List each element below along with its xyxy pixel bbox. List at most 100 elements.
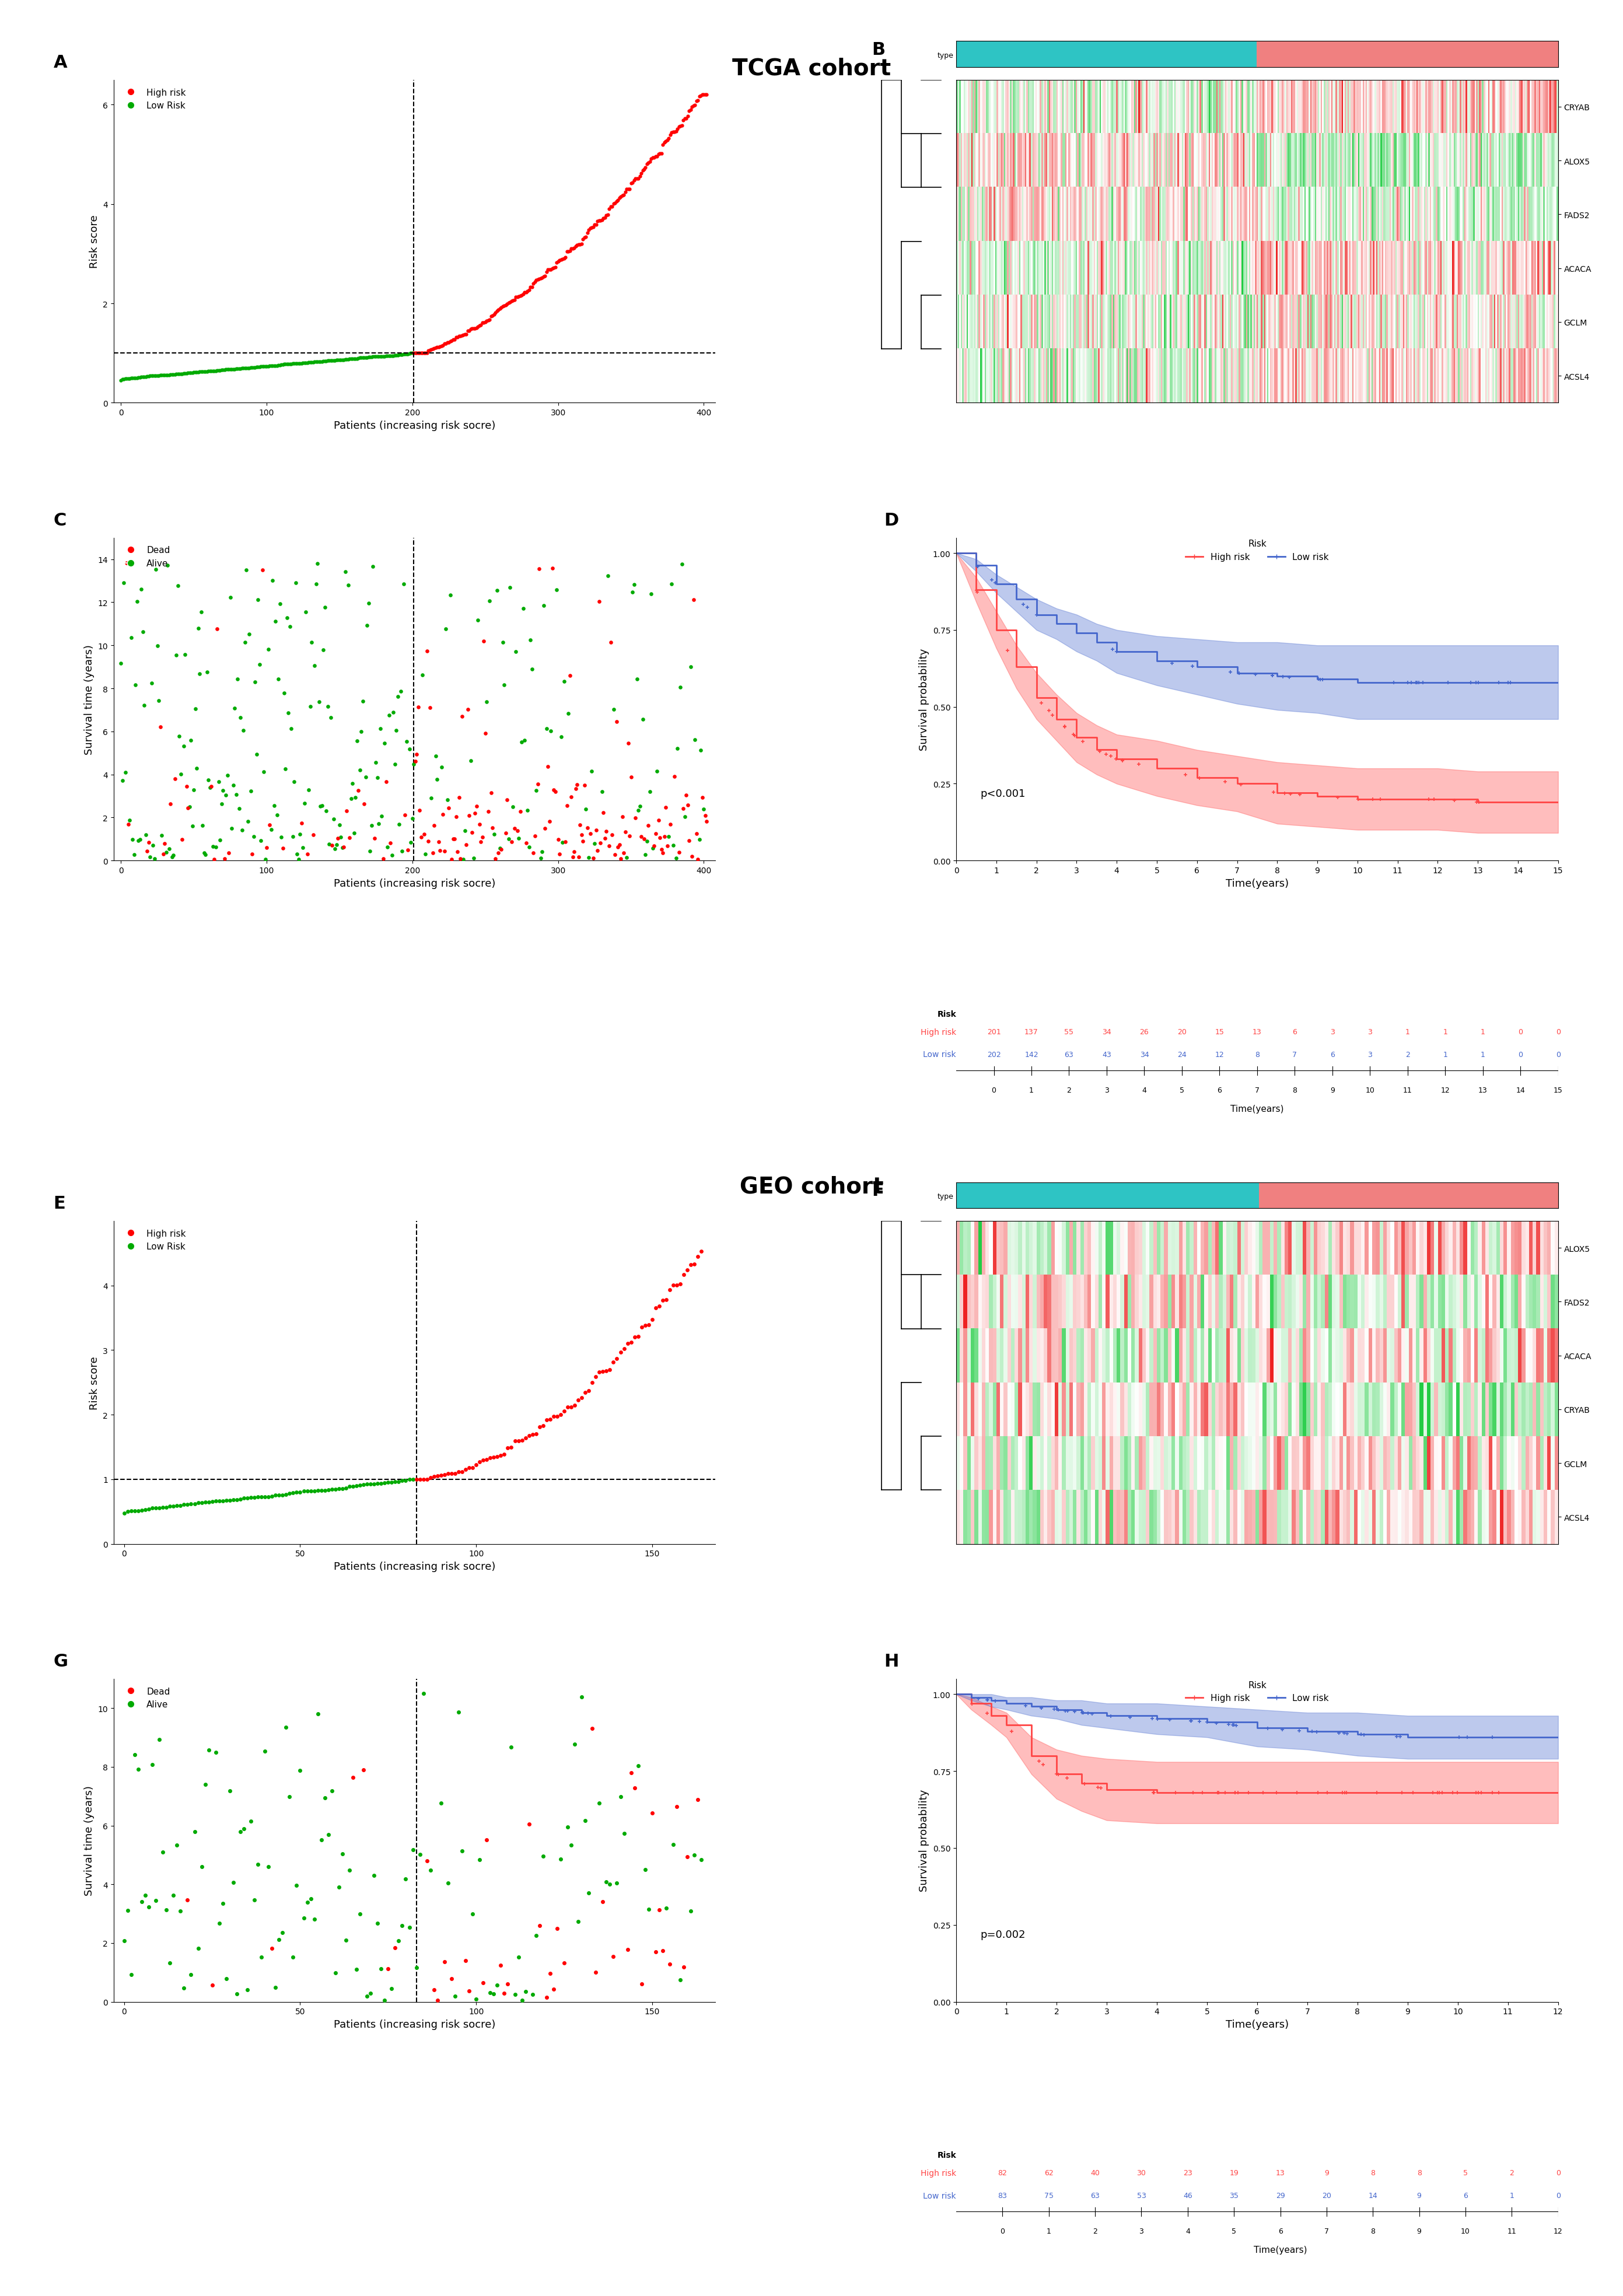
Alive bbox=[573, 790, 599, 827]
Point bbox=[682, 1247, 708, 1283]
Point bbox=[471, 1442, 497, 1479]
Point bbox=[485, 292, 511, 328]
Alive bbox=[308, 788, 334, 824]
Point bbox=[597, 188, 623, 225]
Dead bbox=[453, 827, 479, 863]
Alive bbox=[164, 636, 190, 673]
Dead bbox=[151, 836, 177, 872]
Point bbox=[420, 331, 446, 367]
Alive bbox=[463, 1981, 489, 2018]
Text: p<0.001: p<0.001 bbox=[980, 788, 1026, 799]
Dead bbox=[403, 744, 428, 781]
Point bbox=[678, 92, 704, 129]
Point bbox=[664, 1267, 690, 1304]
Point bbox=[219, 351, 245, 388]
Point bbox=[344, 340, 370, 377]
X-axis label: Patients (increasing risk socre): Patients (increasing risk socre) bbox=[334, 1561, 495, 1570]
Point bbox=[466, 308, 492, 344]
Point bbox=[685, 83, 711, 119]
Dead bbox=[570, 824, 596, 861]
Alive bbox=[329, 829, 355, 866]
Point bbox=[544, 246, 570, 282]
Point bbox=[576, 211, 602, 248]
Alive bbox=[393, 723, 419, 760]
Point bbox=[502, 1424, 527, 1460]
Point bbox=[550, 241, 576, 278]
Point bbox=[333, 342, 359, 379]
Point bbox=[464, 310, 490, 347]
Point bbox=[368, 1465, 394, 1502]
Alive bbox=[156, 831, 182, 868]
Alive bbox=[187, 657, 213, 693]
Dead bbox=[599, 817, 625, 854]
Point bbox=[131, 358, 157, 395]
Point bbox=[592, 200, 618, 236]
Point bbox=[289, 344, 315, 381]
Point bbox=[362, 340, 388, 377]
Dead bbox=[657, 1945, 683, 1981]
Dead bbox=[174, 769, 200, 806]
Point bbox=[312, 1472, 338, 1508]
Point bbox=[248, 349, 274, 386]
Point bbox=[428, 328, 454, 365]
Dead bbox=[432, 1942, 458, 1979]
Alive bbox=[398, 824, 424, 861]
Dead bbox=[114, 544, 140, 581]
Alive bbox=[252, 1733, 278, 1770]
Point bbox=[573, 1373, 599, 1410]
Point bbox=[622, 163, 648, 200]
Point bbox=[578, 211, 604, 248]
Alive bbox=[597, 1867, 623, 1903]
Alive bbox=[154, 546, 180, 583]
Point bbox=[180, 354, 206, 390]
Point bbox=[667, 1265, 693, 1302]
Alive bbox=[461, 840, 487, 877]
Dead bbox=[430, 797, 456, 833]
Alive bbox=[555, 1809, 581, 1846]
Alive bbox=[136, 838, 162, 875]
Text: H: H bbox=[885, 1653, 899, 1669]
Point bbox=[378, 338, 404, 374]
Text: 1: 1 bbox=[1480, 1029, 1485, 1035]
Text: 201: 201 bbox=[987, 1029, 1001, 1035]
Point bbox=[107, 363, 133, 400]
Alive bbox=[321, 801, 347, 838]
Text: TCGA cohort: TCGA cohort bbox=[732, 57, 891, 80]
Point bbox=[693, 76, 719, 113]
Point bbox=[276, 347, 302, 383]
Point bbox=[553, 234, 579, 271]
Point bbox=[227, 1481, 253, 1518]
Alive bbox=[464, 602, 490, 638]
Point bbox=[594, 1352, 620, 1389]
Point bbox=[391, 338, 417, 374]
Point bbox=[571, 220, 597, 257]
Point bbox=[575, 214, 601, 250]
Alive bbox=[550, 664, 576, 700]
Alive bbox=[581, 827, 607, 863]
Dead bbox=[607, 840, 633, 877]
Alive bbox=[326, 1869, 352, 1906]
Dead bbox=[445, 833, 471, 870]
Point bbox=[245, 1479, 271, 1515]
Point bbox=[605, 181, 631, 218]
Dead bbox=[346, 774, 372, 810]
Point bbox=[489, 1437, 514, 1474]
Point bbox=[454, 312, 480, 349]
Point bbox=[398, 335, 424, 372]
Dead bbox=[649, 1933, 675, 1970]
Point bbox=[542, 250, 568, 287]
Point bbox=[519, 1417, 545, 1453]
Point bbox=[404, 335, 430, 372]
Point bbox=[523, 262, 549, 298]
Point bbox=[336, 342, 362, 379]
Dead bbox=[325, 820, 351, 856]
Point bbox=[566, 227, 592, 264]
Dead bbox=[453, 1942, 479, 1979]
Point bbox=[380, 338, 406, 374]
Alive bbox=[419, 781, 445, 817]
Point bbox=[644, 138, 670, 174]
Alive bbox=[388, 673, 414, 709]
Dead bbox=[665, 833, 691, 870]
Point bbox=[641, 140, 667, 177]
Point bbox=[351, 340, 377, 377]
